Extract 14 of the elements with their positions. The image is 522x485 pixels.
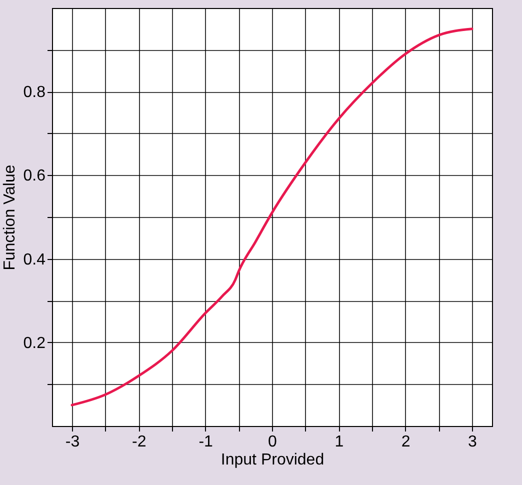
y-tick-label: 0.2 xyxy=(23,334,46,352)
x-tick-label: 1 xyxy=(334,434,344,450)
x-tick-label: -3 xyxy=(65,434,80,450)
x-tick-label: -1 xyxy=(198,434,214,450)
y-tick-label: 0.8 xyxy=(23,84,46,102)
line-series xyxy=(70,28,474,406)
x-axis-title: Input Provided xyxy=(220,452,324,468)
x-tick-label: 3 xyxy=(468,434,478,450)
x-tick-label: -2 xyxy=(132,434,146,450)
y-axis-title: Function Value xyxy=(1,164,18,270)
y-tick-label: 0.4 xyxy=(23,251,46,268)
x-tick-label: 0 xyxy=(268,434,278,450)
x-tick-label: 2 xyxy=(401,434,410,450)
y-tick-label: 0.6 xyxy=(23,168,46,185)
